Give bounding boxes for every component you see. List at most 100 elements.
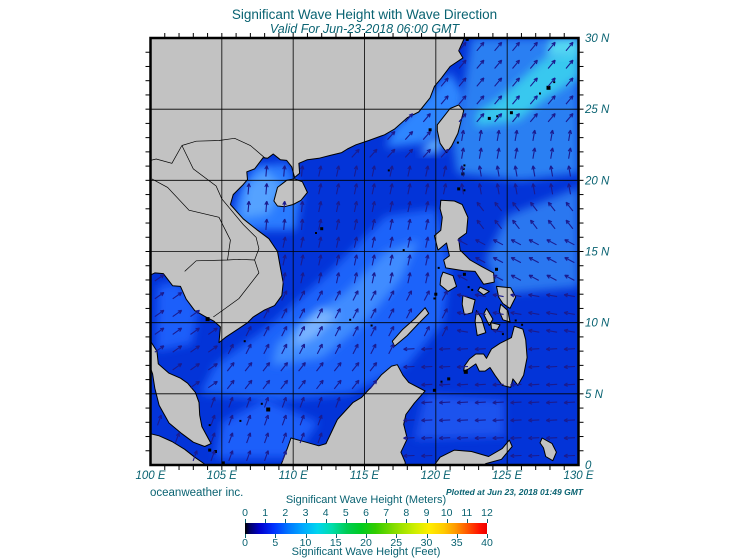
landmass-borneo xyxy=(280,364,426,465)
colorbar-tick-mark xyxy=(245,519,246,523)
landmass-bohol xyxy=(490,322,501,331)
colorbar-meters-tick: 12 xyxy=(481,507,493,519)
islet xyxy=(221,461,225,465)
islet xyxy=(463,164,466,167)
lon-tick-label: 115 E xyxy=(350,470,380,482)
colorbar-meters-tick: 10 xyxy=(440,507,453,519)
lon-tick-label: 120 E xyxy=(421,470,451,482)
colorbar-tick-mark xyxy=(325,519,327,523)
islet xyxy=(501,333,504,336)
islet xyxy=(239,419,242,422)
colorbar-tick-mark xyxy=(386,519,388,523)
colorbar-tick-mark xyxy=(335,534,337,538)
colorbar-tick-mark xyxy=(466,519,468,523)
islet xyxy=(456,141,459,144)
lon-tick-label: 100 E xyxy=(135,470,165,482)
lon-tick-label: 110 E xyxy=(279,470,309,482)
country-border xyxy=(181,137,266,159)
colorbar-meters-tick: 8 xyxy=(403,507,410,519)
islet xyxy=(462,272,466,276)
islet xyxy=(546,85,551,90)
colorbar-title-meters: Significant Wave Height (Meters) xyxy=(285,494,447,506)
lat-tick-label: 15 N xyxy=(585,247,610,259)
landmass-samar xyxy=(496,285,517,309)
islet xyxy=(487,116,491,120)
landmass-mindanao xyxy=(463,325,528,388)
colorbar-meters-tick: 3 xyxy=(302,507,309,519)
colorbar-tick-mark xyxy=(265,519,267,523)
colorbar-tick-mark xyxy=(245,534,246,538)
islet xyxy=(208,424,211,427)
axis-labels: 100 E 105 E 110 E 115 E 120 E 125 E 130 E0 5 N 1… xyxy=(135,33,610,482)
islet xyxy=(553,81,556,84)
colorbar-tick-mark xyxy=(406,519,408,523)
colorbar-tick-mark xyxy=(275,534,277,538)
islet xyxy=(387,169,390,172)
colorbar-tick-mark xyxy=(345,519,347,523)
lat-tick-label: 10 N xyxy=(585,318,610,330)
country-border xyxy=(150,145,183,164)
wave-height-region-penghu-light xyxy=(420,136,445,155)
lon-tick-label: 125 E xyxy=(492,470,522,482)
islet xyxy=(463,369,468,374)
lat-tick-label: 20 N xyxy=(584,175,610,187)
colorbar-tick-mark xyxy=(366,519,367,523)
islet xyxy=(447,377,451,381)
colorbar-meters-tick: 11 xyxy=(461,507,473,519)
landmass-cebu xyxy=(483,307,494,326)
colorbar-meters-tick: 0 xyxy=(242,507,248,519)
islet xyxy=(208,448,212,452)
plotted-at-timestamp: Plotted at Jun 23, 2018 01:49 GMT xyxy=(446,487,583,497)
landmass-halmahera xyxy=(539,437,557,462)
islet xyxy=(320,227,324,231)
islet xyxy=(260,402,263,405)
colorbar-tick-mark xyxy=(426,534,428,538)
islet xyxy=(437,266,440,269)
wave-height-region-scs-pale xyxy=(291,308,339,349)
colorbar-feet-tick: 15 xyxy=(329,537,342,549)
colorbar-tick-mark xyxy=(487,534,488,538)
colorbar-feet-tick: 5 xyxy=(272,537,279,549)
lat-tick-label: 30 N xyxy=(585,33,610,45)
colorbar-feet-tick: 25 xyxy=(390,537,403,549)
islet xyxy=(402,249,405,252)
oceanweather-credit: oceanweather inc. xyxy=(150,487,244,499)
landmass-mainland xyxy=(150,38,465,344)
islet xyxy=(432,388,436,392)
colorbar-meters-tick: 5 xyxy=(342,507,349,519)
colorbar-tick-mark xyxy=(426,519,428,523)
lat-tick-label: 25 N xyxy=(584,104,610,116)
islet xyxy=(467,286,470,289)
islet xyxy=(457,187,461,191)
colorbar-title-feet: Significant Wave Height (Feet) xyxy=(291,546,441,558)
landmass-mindoro xyxy=(439,271,457,292)
colorbar-tick-mark xyxy=(305,519,307,523)
landmass-hainan xyxy=(273,178,308,208)
islet xyxy=(471,288,474,291)
colorbar-meters-tick: 2 xyxy=(282,507,289,519)
wave-height-region-gulf-tonkin-light xyxy=(240,168,284,219)
colorbar-feet-tick: 40 xyxy=(481,537,493,549)
colorbar-tick-mark xyxy=(396,534,398,538)
colorbar-tick-mark xyxy=(305,534,307,538)
colorbar-feet-tick: 0 xyxy=(242,537,248,549)
islet xyxy=(521,323,524,326)
colorbar-tick-mark xyxy=(487,519,488,523)
islet xyxy=(243,340,246,343)
wave-height-region-corner-cyan xyxy=(547,38,579,58)
colorbar-meters-tick: 9 xyxy=(423,507,430,519)
islet xyxy=(463,189,466,192)
colorbar-meters-tick: 1 xyxy=(262,507,269,519)
colorbar-tick-mark xyxy=(285,519,287,523)
colorbar-meters-tick: 4 xyxy=(322,507,329,519)
lat-tick-label: 0 xyxy=(585,460,592,472)
colorbar-feet-tick: 20 xyxy=(360,537,372,549)
landmass-panay xyxy=(461,295,476,316)
islet xyxy=(266,407,271,412)
lat-tick-label: 5 N xyxy=(585,389,604,401)
islet xyxy=(315,232,317,234)
colorbar-tick-mark xyxy=(446,519,448,523)
colorbar-tick-mark xyxy=(456,534,458,538)
wave-height-region-celebes xyxy=(414,393,505,440)
country-border xyxy=(184,258,255,272)
